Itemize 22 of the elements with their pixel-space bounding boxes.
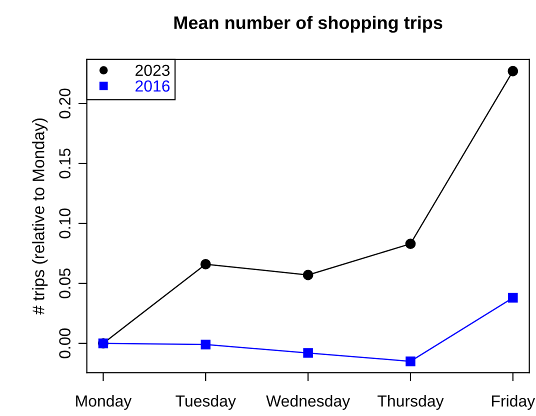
point: [200, 258, 211, 270]
point: [303, 348, 313, 358]
point: [508, 292, 518, 303]
x-tick-label: Thursday: [378, 394, 444, 410]
point: [405, 238, 416, 250]
x-tick-label: Friday: [492, 394, 536, 410]
y-tick-label: 0.20: [59, 88, 70, 118]
y-axis-title: # trips (relative to Monday): [32, 118, 48, 315]
point: [302, 270, 314, 280]
y-tick-label: 0.15: [59, 148, 70, 178]
legend-label: 2016: [136, 80, 170, 92]
chart-title: Mean number of shopping trips: [174, 16, 442, 33]
x-tick-label: Tuesday: [176, 394, 236, 410]
legend-label: 2023: [136, 64, 170, 76]
x-tick-label: Wednesday: [266, 394, 350, 410]
y-tick-label: 0.10: [59, 208, 70, 238]
y-tick-label: 0.05: [59, 268, 70, 298]
x-tick-label: Monday: [76, 394, 132, 410]
point: [200, 340, 211, 350]
point: [406, 356, 416, 366]
point: [508, 66, 518, 76]
y-tick-label: 0.00: [59, 328, 70, 358]
